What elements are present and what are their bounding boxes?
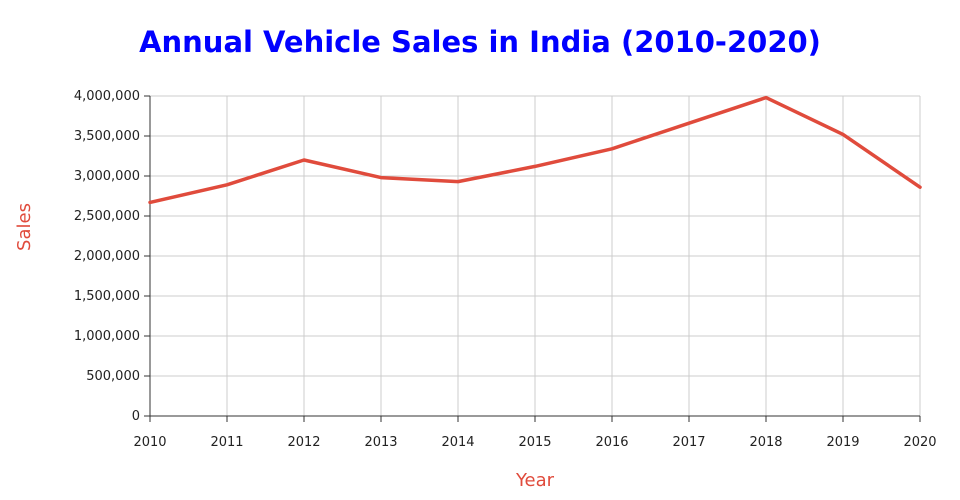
y-tick-label: 0	[132, 409, 140, 424]
chart-title: Annual Vehicle Sales in India (2010-2020…	[139, 25, 821, 59]
y-tick-label: 2,500,000	[74, 209, 140, 224]
x-tick-label: 2010	[133, 435, 166, 450]
x-tick-label: 2011	[210, 435, 243, 450]
y-tick-label: 2,000,000	[74, 249, 140, 264]
y-tick-labels: 0 500,000 1,000,000 1,500,000 2,000,000 2,500…	[74, 89, 140, 424]
x-tick-label: 2019	[826, 435, 859, 450]
x-tick-label: 2016	[595, 435, 628, 450]
grid	[150, 95, 921, 416]
y-tick-label: 1,000,000	[74, 329, 140, 344]
y-tick-label: 3,500,000	[74, 129, 140, 144]
y-tick-label: 3,000,000	[74, 169, 140, 184]
x-tick-labels: 2010 2011 2012 2013 2014 2015 2016 2017 2018 2019…	[133, 435, 936, 450]
x-tick-label: 2020	[903, 435, 936, 450]
y-tick-label: 4,000,000	[74, 89, 140, 104]
series	[148, 95, 922, 205]
y-tick-label: 500,000	[86, 369, 140, 384]
x-axis-title: Year	[515, 470, 555, 491]
series-line	[148, 95, 922, 205]
x-tick-label: 2018	[749, 435, 782, 450]
x-tick-label: 2017	[672, 435, 705, 450]
x-tick-label: 2012	[287, 435, 320, 450]
y-tick-label: 1,500,000	[74, 289, 140, 304]
y-axis-title: Sales	[14, 203, 35, 251]
axes	[144, 95, 921, 422]
x-tick-label: 2013	[364, 435, 397, 450]
x-tick-label: 2014	[441, 435, 474, 450]
x-tick-label: 2015	[518, 435, 551, 450]
